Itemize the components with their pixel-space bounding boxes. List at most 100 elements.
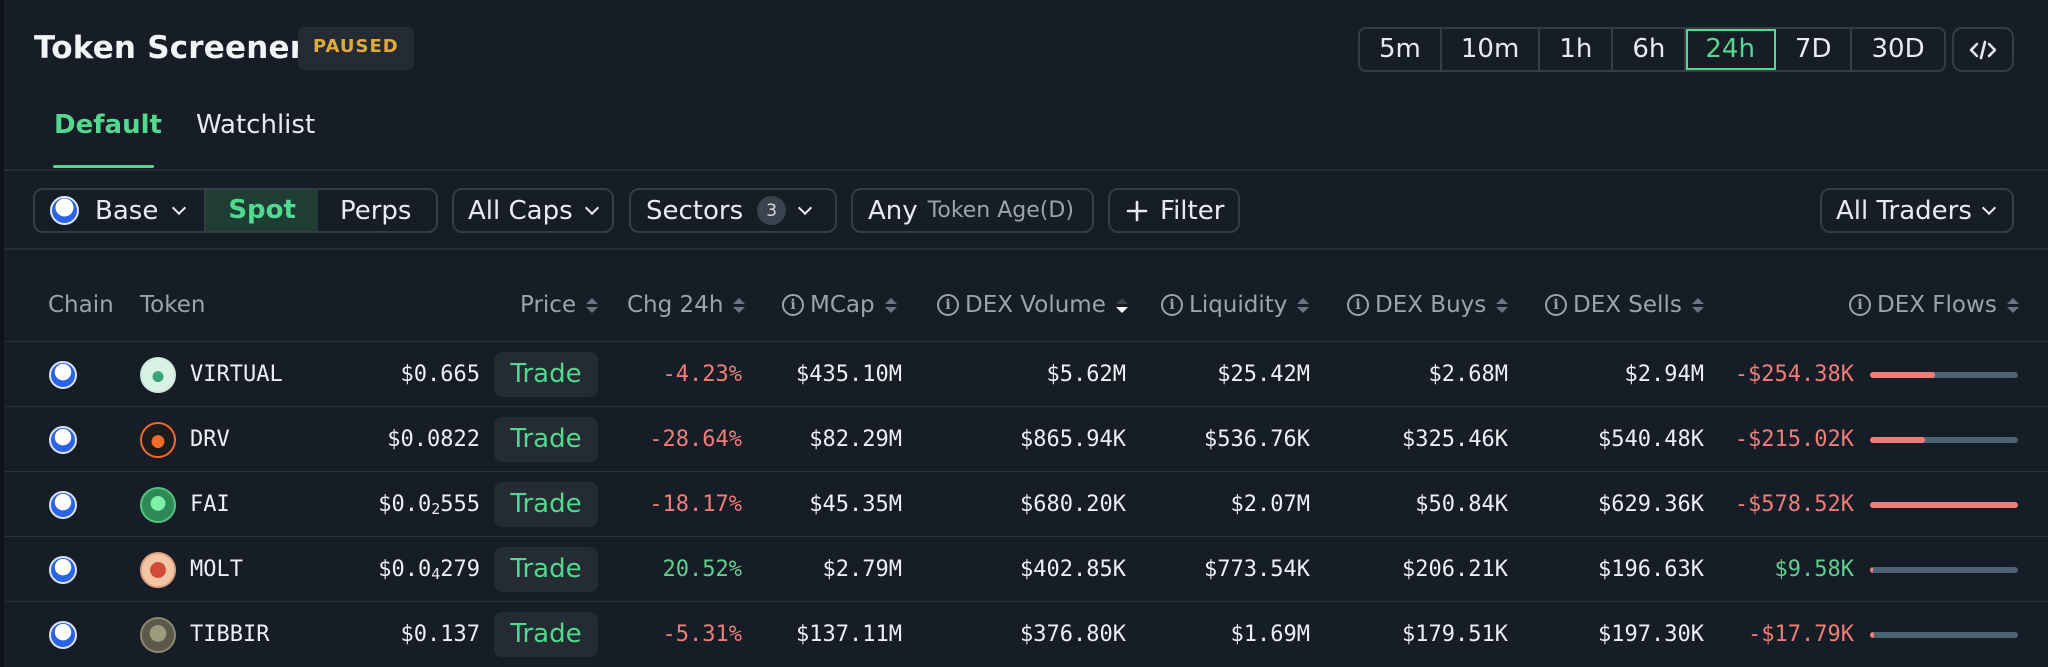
- info-icon[interactable]: i: [1161, 294, 1183, 316]
- liquidity: $25.42M: [1217, 362, 1310, 387]
- table-row[interactable]: TIBBIR $0.137 Trade -5.31% $137.11M $376.80K $…: [4, 601, 2048, 666]
- dex-volume: $402.85K: [1020, 557, 1126, 582]
- col-dex-buys[interactable]: i DEX Buys: [1347, 292, 1509, 318]
- liquidity: $536.76K: [1204, 427, 1310, 452]
- info-icon[interactable]: i: [1545, 294, 1567, 316]
- perps-toggle[interactable]: Perps: [339, 195, 412, 226]
- trade-button[interactable]: Trade: [494, 482, 598, 527]
- timeframe-30d[interactable]: 30D: [1871, 34, 1925, 64]
- dex-buys: $2.68M: [1428, 362, 1508, 387]
- chevron-down-icon[interactable]: [172, 200, 187, 215]
- table-row[interactable]: MOLT $0.04279 Trade 20.52% $2.79M $402.85K $77…: [4, 536, 2048, 601]
- dex-flow-bar: [1870, 502, 2018, 508]
- base-chain-icon: [49, 621, 77, 649]
- dex-flows: -$578.52K: [1734, 492, 1854, 517]
- page-title[interactable]: Token Screener: [34, 30, 335, 66]
- spot-toggle[interactable]: Spot: [204, 190, 318, 231]
- chain-select[interactable]: Base: [95, 195, 159, 226]
- timeframe-10m[interactable]: 10m: [1442, 29, 1541, 70]
- dex-buys: $179.51K: [1402, 622, 1508, 647]
- table-row[interactable]: DRV $0.0822 Trade -28.64% $82.29M $865.94K $53…: [4, 406, 2048, 471]
- active-tab-indicator: [53, 165, 154, 168]
- info-icon[interactable]: i: [937, 294, 959, 316]
- token-symbol[interactable]: VIRTUAL: [190, 362, 283, 387]
- col-price[interactable]: Price: [520, 292, 599, 318]
- token-logo-icon: [140, 422, 176, 458]
- dex-flow-bar-fill: [1870, 372, 1936, 378]
- dex-flow-bar: [1870, 632, 2018, 638]
- sort-icon: [1297, 297, 1310, 313]
- trade-button[interactable]: Trade: [494, 417, 598, 462]
- token-price: $0.02555: [378, 492, 480, 518]
- col-dex-volume[interactable]: i DEX Volume: [937, 292, 1128, 318]
- add-filter-button[interactable]: Filter: [1108, 188, 1240, 233]
- traders-dropdown[interactable]: All Traders: [1820, 188, 2014, 233]
- tab-default[interactable]: Default: [54, 110, 162, 140]
- dex-sells: $196.63K: [1598, 557, 1704, 582]
- market-cap: $2.79M: [822, 557, 902, 582]
- caps-dropdown[interactable]: All Caps: [452, 188, 614, 233]
- token-logo-icon: [140, 617, 176, 653]
- base-chain-icon: [49, 361, 77, 389]
- chevron-down-icon: [584, 200, 599, 215]
- chevron-down-icon: [798, 200, 813, 215]
- table-row[interactable]: VIRTUAL $0.665 Trade -4.23% $435.10M $5.62M $2…: [4, 341, 2048, 406]
- token-price: $0.137: [400, 622, 480, 647]
- market-cap: $137.11M: [796, 622, 902, 647]
- token-price: $0.04279: [378, 557, 480, 583]
- trade-button[interactable]: Trade: [494, 352, 598, 397]
- chain-market-filter: Base Spot Perps: [33, 188, 438, 233]
- col-liquidity[interactable]: i Liquidity: [1161, 292, 1310, 318]
- col-token: Token: [140, 292, 206, 318]
- liquidity: $2.07M: [1230, 492, 1310, 517]
- token-symbol[interactable]: FAI: [190, 492, 230, 517]
- sort-icon: [586, 297, 599, 313]
- liquidity: $773.54K: [1204, 557, 1310, 582]
- divider: [4, 169, 2048, 171]
- divider: [4, 248, 2048, 250]
- trade-button[interactable]: Trade: [494, 547, 598, 592]
- change-24h: -5.31%: [662, 622, 742, 647]
- sort-icon: [1496, 297, 1509, 313]
- dex-sells: $197.30K: [1598, 622, 1704, 647]
- token-logo-icon: [140, 552, 176, 588]
- col-dex-flows[interactable]: i DEX Flows: [1849, 292, 2019, 318]
- token-age-filter[interactable]: Any Token Age(D): [851, 188, 1094, 233]
- dex-flow-bar-fill: [1870, 567, 1873, 573]
- token-symbol[interactable]: TIBBIR: [190, 622, 270, 647]
- sectors-dropdown[interactable]: Sectors 3: [629, 188, 837, 233]
- embed-code-button[interactable]: [1952, 27, 2014, 72]
- dex-volume: $865.94K: [1020, 427, 1126, 452]
- timeframe-selector: 5m 10m 1h 6h 24h 7D 30D: [1358, 27, 1946, 72]
- plus-icon: [1126, 200, 1148, 221]
- status-badge: PAUSED: [298, 27, 414, 70]
- col-dex-sells[interactable]: i DEX Sells: [1545, 292, 1704, 318]
- dex-flow-bar: [1870, 567, 2018, 573]
- dex-volume: $5.62M: [1046, 362, 1126, 387]
- col-chg[interactable]: Chg 24h: [627, 292, 746, 318]
- token-symbol[interactable]: MOLT: [190, 557, 243, 582]
- trade-button[interactable]: Trade: [494, 612, 598, 657]
- token-logo-icon: [140, 357, 176, 393]
- dex-flow-bar-fill: [1870, 502, 2018, 508]
- dex-flows: -$215.02K: [1734, 427, 1854, 452]
- timeframe-7d[interactable]: 7D: [1776, 29, 1853, 70]
- timeframe-1h[interactable]: 1h: [1540, 29, 1614, 70]
- col-mcap[interactable]: i MCap: [782, 292, 897, 318]
- sectors-count-badge: 3: [757, 196, 787, 225]
- dex-volume: $680.20K: [1020, 492, 1126, 517]
- table-row[interactable]: FAI $0.02555 Trade -18.17% $45.35M $680.20K $2…: [4, 471, 2048, 536]
- dex-buys: $206.21K: [1402, 557, 1508, 582]
- timeframe-5m[interactable]: 5m: [1360, 29, 1442, 70]
- token-price: $0.0822: [387, 427, 480, 452]
- dex-flow-bar-fill: [1870, 437, 1925, 443]
- timeframe-24h[interactable]: 24h: [1686, 29, 1776, 70]
- info-icon[interactable]: i: [1347, 294, 1369, 316]
- info-icon[interactable]: i: [1849, 294, 1871, 316]
- chevron-down-icon: [1981, 200, 1996, 215]
- timeframe-6h[interactable]: 6h: [1613, 29, 1687, 70]
- tab-watchlist[interactable]: Watchlist: [196, 110, 316, 140]
- dex-buys: $325.46K: [1402, 427, 1508, 452]
- token-symbol[interactable]: DRV: [190, 427, 230, 452]
- info-icon[interactable]: i: [782, 294, 804, 316]
